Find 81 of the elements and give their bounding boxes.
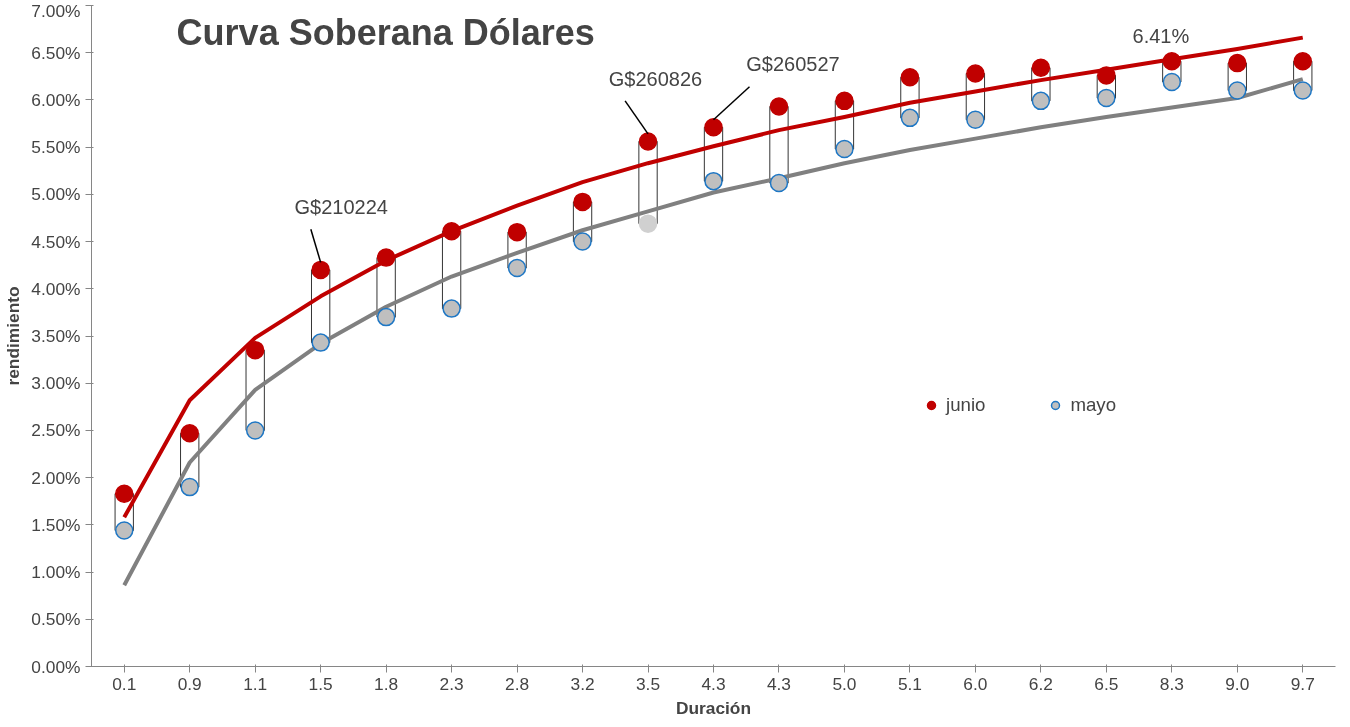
y-tick-label: 0.00% bbox=[31, 656, 81, 677]
point bbox=[1097, 88, 1116, 108]
x-tick-label: 3.2 bbox=[570, 673, 595, 694]
x-tick-label: 0.9 bbox=[177, 673, 202, 694]
x-tick-label: 6.5 bbox=[1094, 673, 1119, 694]
x-tick-label: 9.0 bbox=[1225, 673, 1250, 694]
y-tick-label: 1.50% bbox=[31, 514, 81, 535]
point bbox=[835, 91, 854, 111]
y-tick-label: 2.00% bbox=[31, 467, 81, 488]
y-tick-label: 4.50% bbox=[31, 231, 81, 252]
point bbox=[442, 299, 461, 318]
point bbox=[442, 221, 461, 241]
x-tick-label: 6.0 bbox=[963, 673, 988, 694]
point bbox=[573, 192, 592, 212]
y-tick-label: 7.00% bbox=[31, 0, 81, 21]
y-tick-label: 4.00% bbox=[31, 278, 81, 299]
point bbox=[114, 484, 134, 503]
chart-title: Curva Soberana Dólares bbox=[176, 11, 595, 53]
point bbox=[835, 139, 854, 159]
point bbox=[114, 521, 134, 540]
point bbox=[507, 222, 527, 242]
x-tick-label: 2.8 bbox=[505, 673, 530, 694]
point bbox=[900, 68, 920, 87]
x-tick-label: 9.7 bbox=[1290, 673, 1315, 694]
point bbox=[769, 173, 789, 193]
point bbox=[507, 258, 527, 278]
point bbox=[638, 132, 658, 151]
annotation: G$260826 bbox=[608, 67, 703, 90]
y-tick-label: 5.00% bbox=[31, 184, 81, 205]
x-axis-title: Duración bbox=[675, 697, 752, 718]
point bbox=[573, 232, 592, 251]
point bbox=[1228, 53, 1247, 73]
y-tick-label: 1.00% bbox=[31, 562, 81, 583]
point bbox=[769, 97, 789, 116]
point bbox=[311, 260, 330, 280]
x-tick-label: 4.3 bbox=[766, 673, 792, 694]
x-tick-label: 5.0 bbox=[832, 673, 857, 694]
point bbox=[245, 340, 265, 360]
point bbox=[704, 171, 723, 191]
point bbox=[311, 333, 330, 352]
point bbox=[376, 307, 396, 327]
point bbox=[180, 424, 199, 443]
point bbox=[704, 118, 723, 137]
point bbox=[1031, 91, 1051, 111]
point bbox=[900, 108, 920, 128]
point bbox=[245, 421, 265, 440]
point bbox=[638, 214, 658, 233]
x-tick-label: 8.3 bbox=[1159, 673, 1184, 694]
y-tick-label: 6.50% bbox=[31, 42, 81, 63]
point bbox=[1097, 66, 1116, 85]
y-tick-label: 3.50% bbox=[31, 326, 81, 346]
point bbox=[1293, 51, 1313, 71]
annotation: G$210224 bbox=[294, 195, 388, 218]
x-tick-label: 0.1 bbox=[112, 673, 137, 694]
point bbox=[180, 477, 199, 497]
y-tick-label: 2.50% bbox=[31, 420, 81, 441]
point bbox=[1293, 81, 1313, 100]
annotation: 6.41% bbox=[1132, 25, 1190, 48]
y-tick-label: 0.50% bbox=[31, 609, 81, 630]
x-tick-label: 6.2 bbox=[1028, 673, 1053, 694]
y-tick-label: 5.50% bbox=[31, 137, 81, 158]
x-tick-label: 3.5 bbox=[635, 673, 661, 694]
x-tick-label: 5.1 bbox=[897, 673, 922, 694]
x-tick-label: 1.1 bbox=[243, 673, 268, 694]
x-tick-label: 1.8 bbox=[374, 673, 399, 694]
point bbox=[966, 64, 985, 83]
y-axis-title: rendimiento bbox=[3, 286, 24, 386]
point bbox=[1162, 72, 1182, 92]
point bbox=[376, 248, 396, 267]
annotation: G$260527 bbox=[746, 53, 840, 76]
x-tick-label: 4.3 bbox=[701, 673, 726, 694]
point bbox=[1162, 51, 1182, 71]
legend-label: mayo bbox=[1070, 394, 1117, 416]
legend-label: junio bbox=[946, 394, 986, 416]
y-tick-label: 6.00% bbox=[31, 89, 81, 110]
y-tick-label: 3.00% bbox=[31, 373, 81, 394]
point bbox=[966, 110, 985, 129]
point bbox=[1228, 81, 1247, 100]
x-tick-label: 2.3 bbox=[439, 673, 464, 694]
point bbox=[1031, 58, 1051, 78]
x-tick-label: 1.5 bbox=[308, 673, 333, 694]
